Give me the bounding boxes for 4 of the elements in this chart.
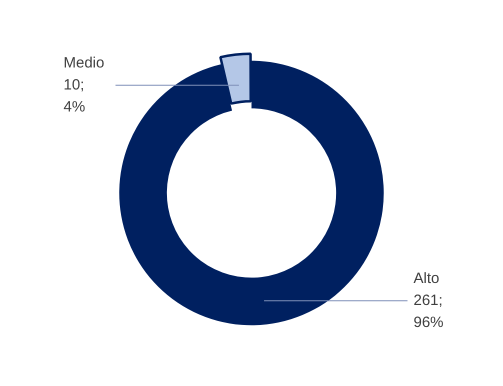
slice-label: Medio	[64, 54, 104, 72]
data-label: 261; 96%	[414, 292, 444, 331]
data-label: 10; 4%	[64, 76, 86, 116]
slice-label: Alto	[414, 270, 440, 287]
